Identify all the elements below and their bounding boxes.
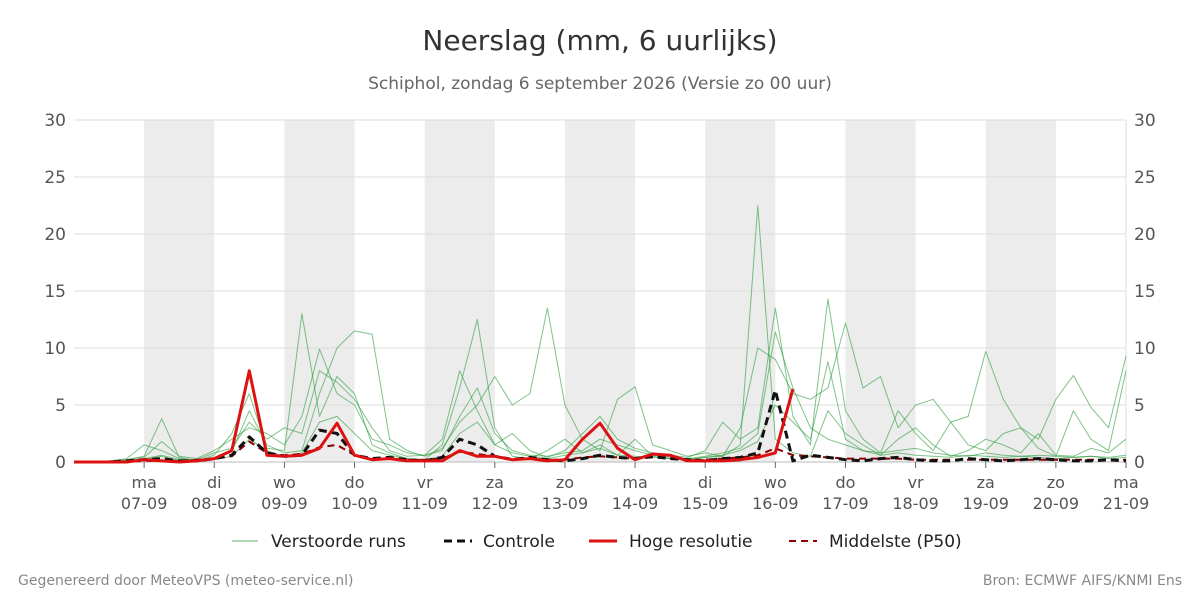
chart-subtitle: Schiphol, zondag 6 september 2026 (Versi… [368,74,832,94]
legend-label-hoge-resolutie: Hoge resolutie [629,532,753,552]
x-tick-date: 20-09 [1033,494,1080,513]
legend-item-hoge-resolutie: Hoge resolutie [589,532,753,552]
y-tick-label-right: 0 [1134,453,1145,473]
x-tick-day: vr [417,473,433,492]
series-hoge-resolutie-line [74,369,795,464]
footer-generated-by: Gegenereerd door MeteoVPS (meteo-service… [18,573,353,589]
x-tick-date: 15-09 [682,494,729,513]
legend-label-middelste: Middelste (P50) [829,532,962,552]
legend-label-controle: Controle [483,532,555,552]
legend-item-middelste: Middelste (P50) [789,532,962,552]
ensemble-lines [74,205,1127,463]
y-tick-label-right: 20 [1134,225,1156,245]
x-tick-day: za [486,473,504,492]
x-tick-day: ma [131,473,156,492]
x-tick-day: wo [273,473,296,492]
y-axis-left: 0 5 10 15 20 25 30 [44,111,66,473]
ensemble-member-line [74,307,1127,463]
x-tick-date: 14-09 [612,494,659,513]
x-tick-date: 17-09 [822,494,869,513]
x-tick-day: di [698,473,713,492]
y-tick-label-right: 30 [1134,111,1156,131]
main-series [74,369,1127,464]
x-tick-day: vr [908,473,924,492]
x-tick-day: za [977,473,995,492]
x-tick-day: di [207,473,222,492]
legend-label-verstoorde-runs: Verstoorde runs [271,532,406,552]
y-tick-label-right: 15 [1134,282,1156,302]
y-tick-label-left: 15 [44,282,66,302]
ensemble-member-line [74,205,1127,463]
y-tick-label-left: 0 [55,453,66,473]
x-tick-date: 11-09 [401,494,448,513]
x-tick-day: wo [764,473,787,492]
y-tick-label-left: 25 [44,168,66,188]
footer-source: Bron: ECMWF AIFS/KNMI Ens [983,573,1182,589]
x-tick-day: zo [1047,473,1065,492]
y-tick-label-right: 5 [1134,396,1145,416]
grid-lines [74,119,1127,463]
ensemble-member-line [74,331,1127,463]
x-tick-date: 18-09 [892,494,939,513]
y-tick-label-left: 5 [55,396,66,416]
x-axis: ma 07-09 di 08-09 wo 09-09 do 10-09 vr 11-09 za 12-… [121,462,1149,513]
x-tick-date: 07-09 [121,494,168,513]
chart-title: Neerslag (mm, 6 uurlijks) [422,24,777,57]
x-tick-day: do [835,473,855,492]
x-tick-date: 19-09 [962,494,1009,513]
legend: Verstoorde runs Controle Hoge resolutie … [232,532,962,552]
x-tick-date: 09-09 [261,494,308,513]
x-tick-day: ma [1113,473,1138,492]
legend-item-controle: Controle [444,532,555,552]
x-tick-date: 10-09 [331,494,378,513]
x-tick-date: 08-09 [191,494,238,513]
x-tick-date: 13-09 [542,494,589,513]
y-tick-label-left: 10 [44,339,66,359]
x-tick-day: do [345,473,365,492]
y-tick-label-right: 25 [1134,168,1156,188]
legend-item-verstoorde-runs: Verstoorde runs [232,532,406,552]
y-tick-label-right: 10 [1134,339,1156,359]
ensemble-member-line [74,361,1127,463]
y-tick-label-left: 20 [44,225,66,245]
x-tick-date: 21-09 [1103,494,1150,513]
x-tick-day: zo [556,473,574,492]
y-tick-label-left: 30 [44,111,66,131]
series-controle-line [74,388,1127,464]
x-tick-day: ma [622,473,647,492]
x-tick-date: 16-09 [752,494,799,513]
y-axis-right: 0 5 10 15 20 25 30 [1134,111,1156,473]
x-tick-date: 12-09 [472,494,519,513]
